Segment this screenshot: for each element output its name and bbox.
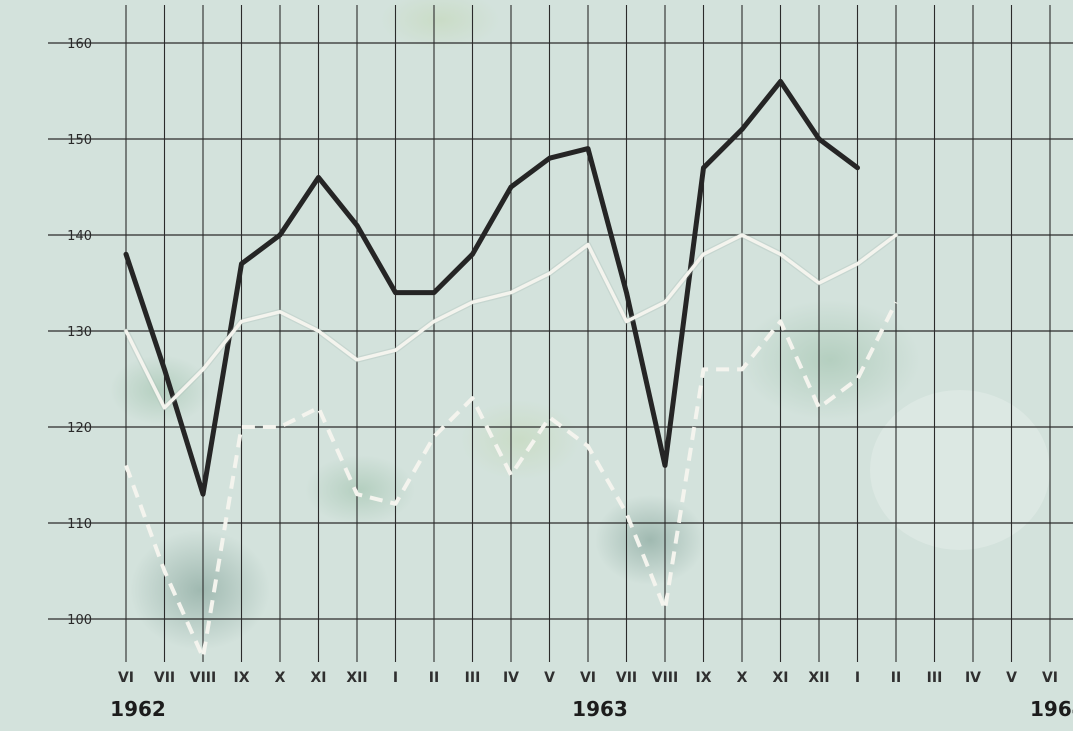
x-month-label: VII: [616, 670, 637, 686]
x-month-label: VI: [1042, 670, 1058, 686]
x-month-label: V: [1006, 670, 1017, 686]
series-line-3: [124, 301, 898, 660]
x-month-label: X: [737, 670, 748, 686]
x-month-label: III: [465, 670, 481, 686]
y-tick-label: 140: [67, 229, 92, 244]
x-month-label: I: [393, 670, 398, 686]
grid-lines: [48, 5, 1073, 662]
x-month-label: II: [891, 670, 901, 686]
series-lines: [123, 78, 899, 660]
y-tick-label: 120: [67, 421, 92, 436]
series-line-1: [123, 78, 860, 497]
x-month-label: X: [275, 670, 286, 686]
series-line-2: [124, 233, 898, 410]
x-month-label: IV: [965, 670, 981, 686]
x-axis-month-labels: VI VII VIII IX X XI XII I II III IV V VI VII VIII IX X XI…: [118, 670, 1058, 686]
y-tick-label: 160: [67, 37, 92, 52]
x-year-label: 1964: [1030, 697, 1073, 721]
x-month-label: XII: [346, 670, 367, 686]
x-month-label: VIII: [652, 670, 678, 686]
x-month-label: XI: [772, 670, 788, 686]
x-month-label: III: [927, 670, 943, 686]
x-month-label: XII: [808, 670, 829, 686]
x-month-label: VI: [580, 670, 596, 686]
y-tick-label: 130: [67, 325, 92, 340]
x-year-label: 1963: [572, 697, 628, 721]
x-month-label: V: [544, 670, 555, 686]
x-month-label: IX: [695, 670, 711, 686]
x-year-label: 1962: [110, 697, 166, 721]
x-month-label: II: [429, 670, 439, 686]
y-tick-label: 110: [67, 517, 92, 532]
x-month-label: VIII: [190, 670, 216, 686]
x-month-label: IX: [233, 670, 249, 686]
x-axis-year-labels: 1962 1963 1964: [110, 697, 1073, 721]
x-month-label: VI: [118, 670, 134, 686]
x-month-label: XI: [310, 670, 326, 686]
y-tick-label: 150: [67, 133, 92, 148]
x-month-label: VII: [154, 670, 175, 686]
y-tick-label: 100: [67, 613, 92, 628]
y-axis-ticks: 100 110 120 130 140 150 160: [67, 37, 92, 628]
x-month-label: I: [855, 670, 860, 686]
x-month-label: IV: [503, 670, 519, 686]
